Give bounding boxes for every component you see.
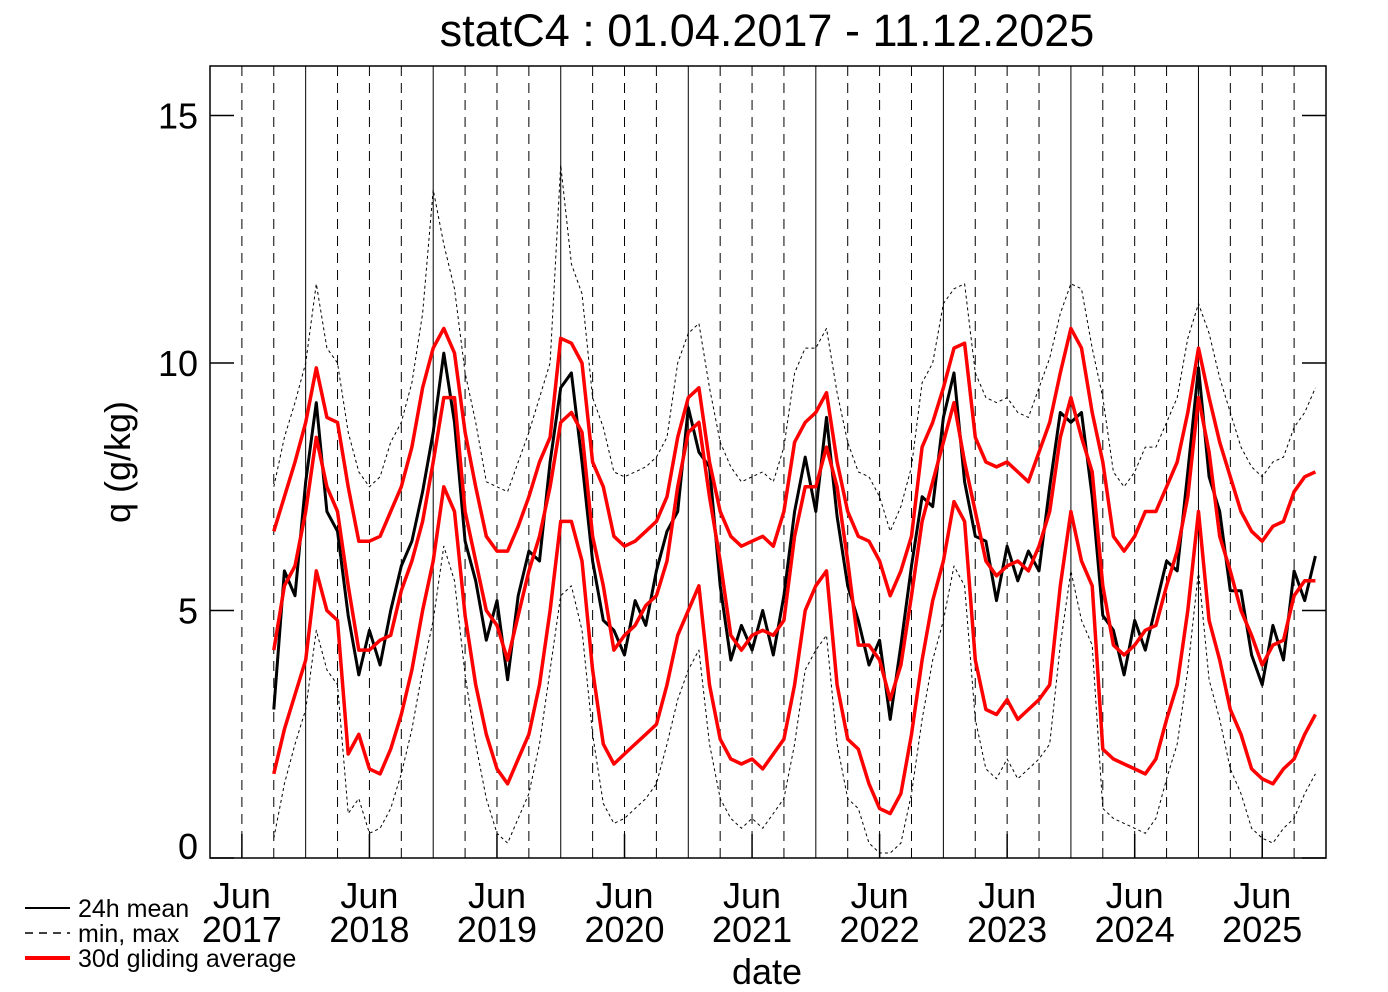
x-axis-label: date [732,951,802,992]
average-line [272,326,1317,598]
y-tick-label: 10 [158,343,198,384]
y-tick-label: 0 [178,826,198,867]
extreme-line [273,545,1316,854]
y-tick-label: 15 [158,96,198,137]
x-tick-label: Jun 2022 [840,875,920,950]
legend-label: min, max [78,920,180,948]
x-tick-label: Jun 2018 [329,875,409,950]
x-tick-label: Jun 2024 [1095,875,1175,950]
legend-label: 24h mean [78,895,189,923]
chart-title: statC4 : 01.04.2017 - 11.12.2025 [440,5,1095,56]
x-tick-label: Jun 2021 [712,875,792,950]
average-line [272,485,1317,816]
plot-frame [209,65,1327,859]
x-tick-label: Jun 2019 [457,875,537,950]
x-tick-label: Jun 2020 [584,875,664,950]
y-axis-label: q (g/kg) [97,401,138,523]
legend-label: 30d gliding average [78,945,296,973]
extreme-line [273,164,1316,532]
x-tick-label: Jun 2017 [202,875,282,950]
x-tick-label: Jun 2023 [967,875,1047,950]
x-tick-label: Jun 2025 [1222,875,1302,950]
mean-line [272,351,1317,721]
average-line [272,395,1316,702]
y-tick-label: 5 [178,591,198,632]
